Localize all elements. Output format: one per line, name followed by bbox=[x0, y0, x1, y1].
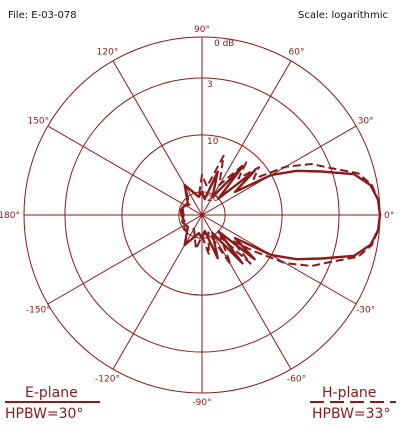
legend-h-plane-hpbw: HPBW=33° bbox=[312, 406, 390, 422]
legend-h-plane-name: H-plane bbox=[322, 385, 376, 401]
angle-label: 30° bbox=[358, 117, 374, 127]
legend-e-plane-name: E-plane bbox=[25, 385, 78, 401]
radial-label: 10 bbox=[207, 137, 219, 147]
angle-label: -90° bbox=[192, 398, 211, 408]
angle-label: -60° bbox=[287, 375, 306, 385]
angle-label: 150° bbox=[27, 117, 49, 127]
scale-label: Scale: logarithmic bbox=[298, 10, 388, 21]
file-label: File: E-03-078 bbox=[8, 10, 77, 21]
grid-spoke-150 bbox=[47, 125, 357, 305]
angle-label: 0° bbox=[384, 211, 394, 221]
polar-grid bbox=[23, 36, 381, 394]
legend-e-plane-hpbw: HPBW=30° bbox=[5, 406, 83, 422]
angle-label: 60° bbox=[289, 47, 305, 57]
radial-labels: 0 dB 3 10 20 bbox=[207, 39, 234, 204]
angle-label: 90° bbox=[194, 25, 210, 35]
radial-label: 20 bbox=[207, 194, 219, 204]
angle-label: -120° bbox=[95, 375, 120, 385]
series-h-plane bbox=[179, 154, 381, 267]
angle-label: -30° bbox=[356, 306, 375, 316]
radial-label: 3 bbox=[207, 80, 213, 90]
pattern-series bbox=[179, 154, 382, 267]
angle-label: 120° bbox=[97, 47, 119, 57]
angle-label: 180° bbox=[0, 211, 20, 221]
angle-labels: 90° 60° 30° 0° -30° -60° -90° -120° -150° 180° 150… bbox=[0, 25, 394, 408]
radial-label: 0 dB bbox=[214, 39, 234, 49]
angle-label: -150° bbox=[26, 306, 51, 316]
